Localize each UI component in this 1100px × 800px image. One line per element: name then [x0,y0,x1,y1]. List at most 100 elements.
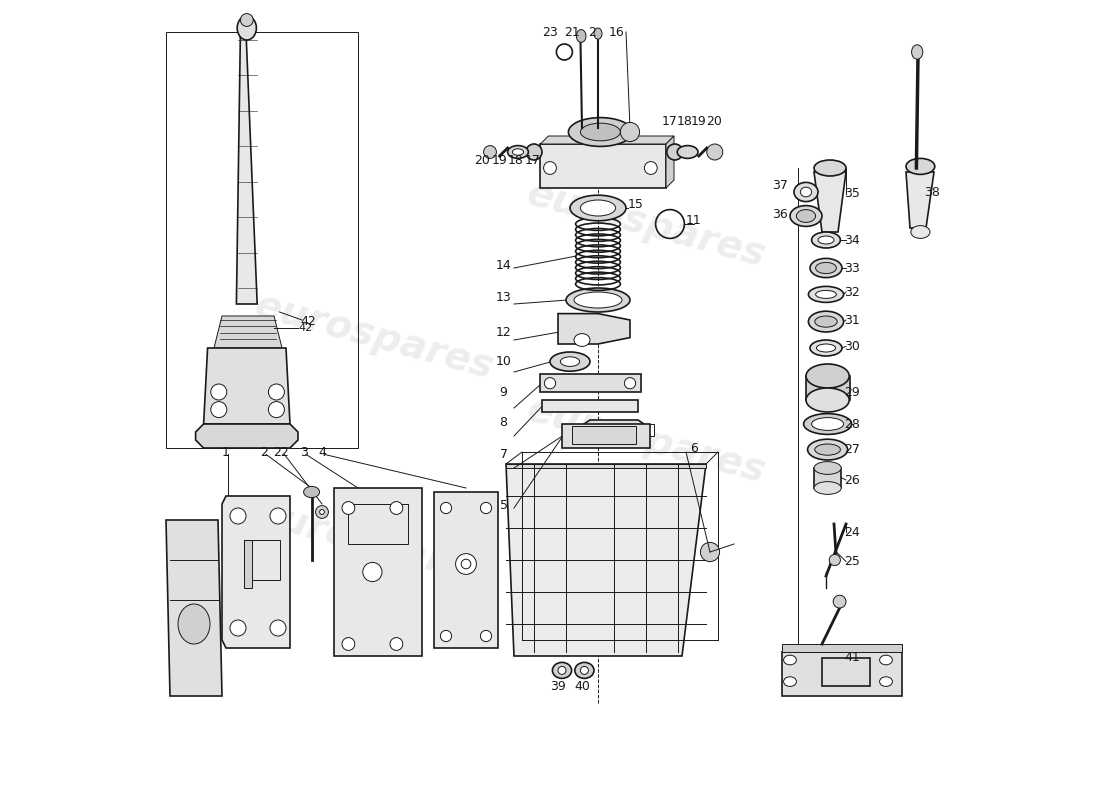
Ellipse shape [812,232,840,248]
Ellipse shape [320,510,324,514]
Text: 9: 9 [499,386,507,398]
Text: 1: 1 [222,446,230,458]
Text: 32: 32 [845,286,860,298]
Ellipse shape [526,144,542,160]
Text: 18: 18 [508,154,524,166]
Polygon shape [222,496,290,648]
Text: 38: 38 [924,186,940,198]
Text: 23: 23 [542,26,558,38]
Ellipse shape [550,352,590,371]
Text: 10: 10 [496,355,512,368]
Text: 7: 7 [499,448,507,461]
Ellipse shape [440,630,452,642]
Text: 30: 30 [845,340,860,353]
Text: 42: 42 [300,315,317,328]
Text: 22: 22 [273,446,289,458]
Ellipse shape [481,630,492,642]
Text: 39: 39 [550,680,565,693]
Polygon shape [204,348,290,424]
Text: 35: 35 [845,187,860,200]
Ellipse shape [790,206,822,226]
Text: 2: 2 [260,446,267,458]
Polygon shape [214,316,282,348]
Ellipse shape [808,286,844,302]
Ellipse shape [270,620,286,636]
Ellipse shape [230,620,246,636]
Ellipse shape [815,316,837,327]
Ellipse shape [833,595,846,608]
Ellipse shape [829,554,840,566]
Ellipse shape [316,506,329,518]
Ellipse shape [342,502,355,514]
Ellipse shape [818,236,834,244]
Ellipse shape [178,604,210,644]
Ellipse shape [815,262,836,274]
Ellipse shape [268,384,285,400]
Ellipse shape [810,340,842,356]
Ellipse shape [342,638,355,650]
Ellipse shape [667,144,683,160]
Text: 36: 36 [772,208,789,221]
Ellipse shape [808,311,844,332]
Polygon shape [806,376,850,400]
Text: 41: 41 [845,651,860,664]
Ellipse shape [783,677,796,686]
Polygon shape [814,172,846,232]
Ellipse shape [701,542,719,562]
Ellipse shape [211,402,227,418]
Ellipse shape [241,14,253,26]
Ellipse shape [363,562,382,582]
Text: 5: 5 [499,499,507,512]
Bar [244,540,280,580]
Ellipse shape [816,344,836,352]
Ellipse shape [570,195,626,221]
Polygon shape [558,314,630,344]
Ellipse shape [581,123,620,141]
Polygon shape [236,32,257,304]
Ellipse shape [815,290,836,298]
Bar [572,426,637,444]
Text: eurospares: eurospares [251,286,497,386]
Text: 19: 19 [691,115,706,128]
Ellipse shape [543,162,557,174]
Ellipse shape [574,292,622,308]
Ellipse shape [455,554,476,574]
Ellipse shape [513,149,524,155]
Ellipse shape [794,182,818,202]
Text: 40: 40 [574,680,590,693]
Ellipse shape [268,402,285,418]
Ellipse shape [815,444,840,455]
Text: 15: 15 [628,198,643,210]
Ellipse shape [552,662,572,678]
Text: 24: 24 [845,526,860,538]
Ellipse shape [544,378,556,389]
Ellipse shape [576,30,586,42]
Ellipse shape [581,666,589,674]
Ellipse shape [807,439,848,460]
Text: 13: 13 [496,291,512,304]
Ellipse shape [390,638,403,650]
Ellipse shape [678,146,698,158]
Text: eurospares: eurospares [522,174,770,274]
Text: 18: 18 [676,115,692,128]
Ellipse shape [620,122,639,142]
Text: 26: 26 [845,474,860,486]
Polygon shape [166,520,222,696]
Ellipse shape [484,146,496,158]
Bar [349,504,408,544]
Ellipse shape [804,414,851,434]
Ellipse shape [440,502,452,514]
Polygon shape [434,492,498,648]
Ellipse shape [783,655,796,665]
Ellipse shape [569,118,632,146]
Text: 6: 6 [690,442,697,454]
Polygon shape [782,644,902,652]
Text: 20: 20 [706,115,722,128]
Text: 17: 17 [525,154,540,166]
Ellipse shape [558,666,566,674]
Text: 34: 34 [845,234,860,246]
Text: 4: 4 [319,446,327,458]
Text: eurospares: eurospares [522,390,770,490]
Polygon shape [540,144,666,188]
Text: 14: 14 [496,259,512,272]
